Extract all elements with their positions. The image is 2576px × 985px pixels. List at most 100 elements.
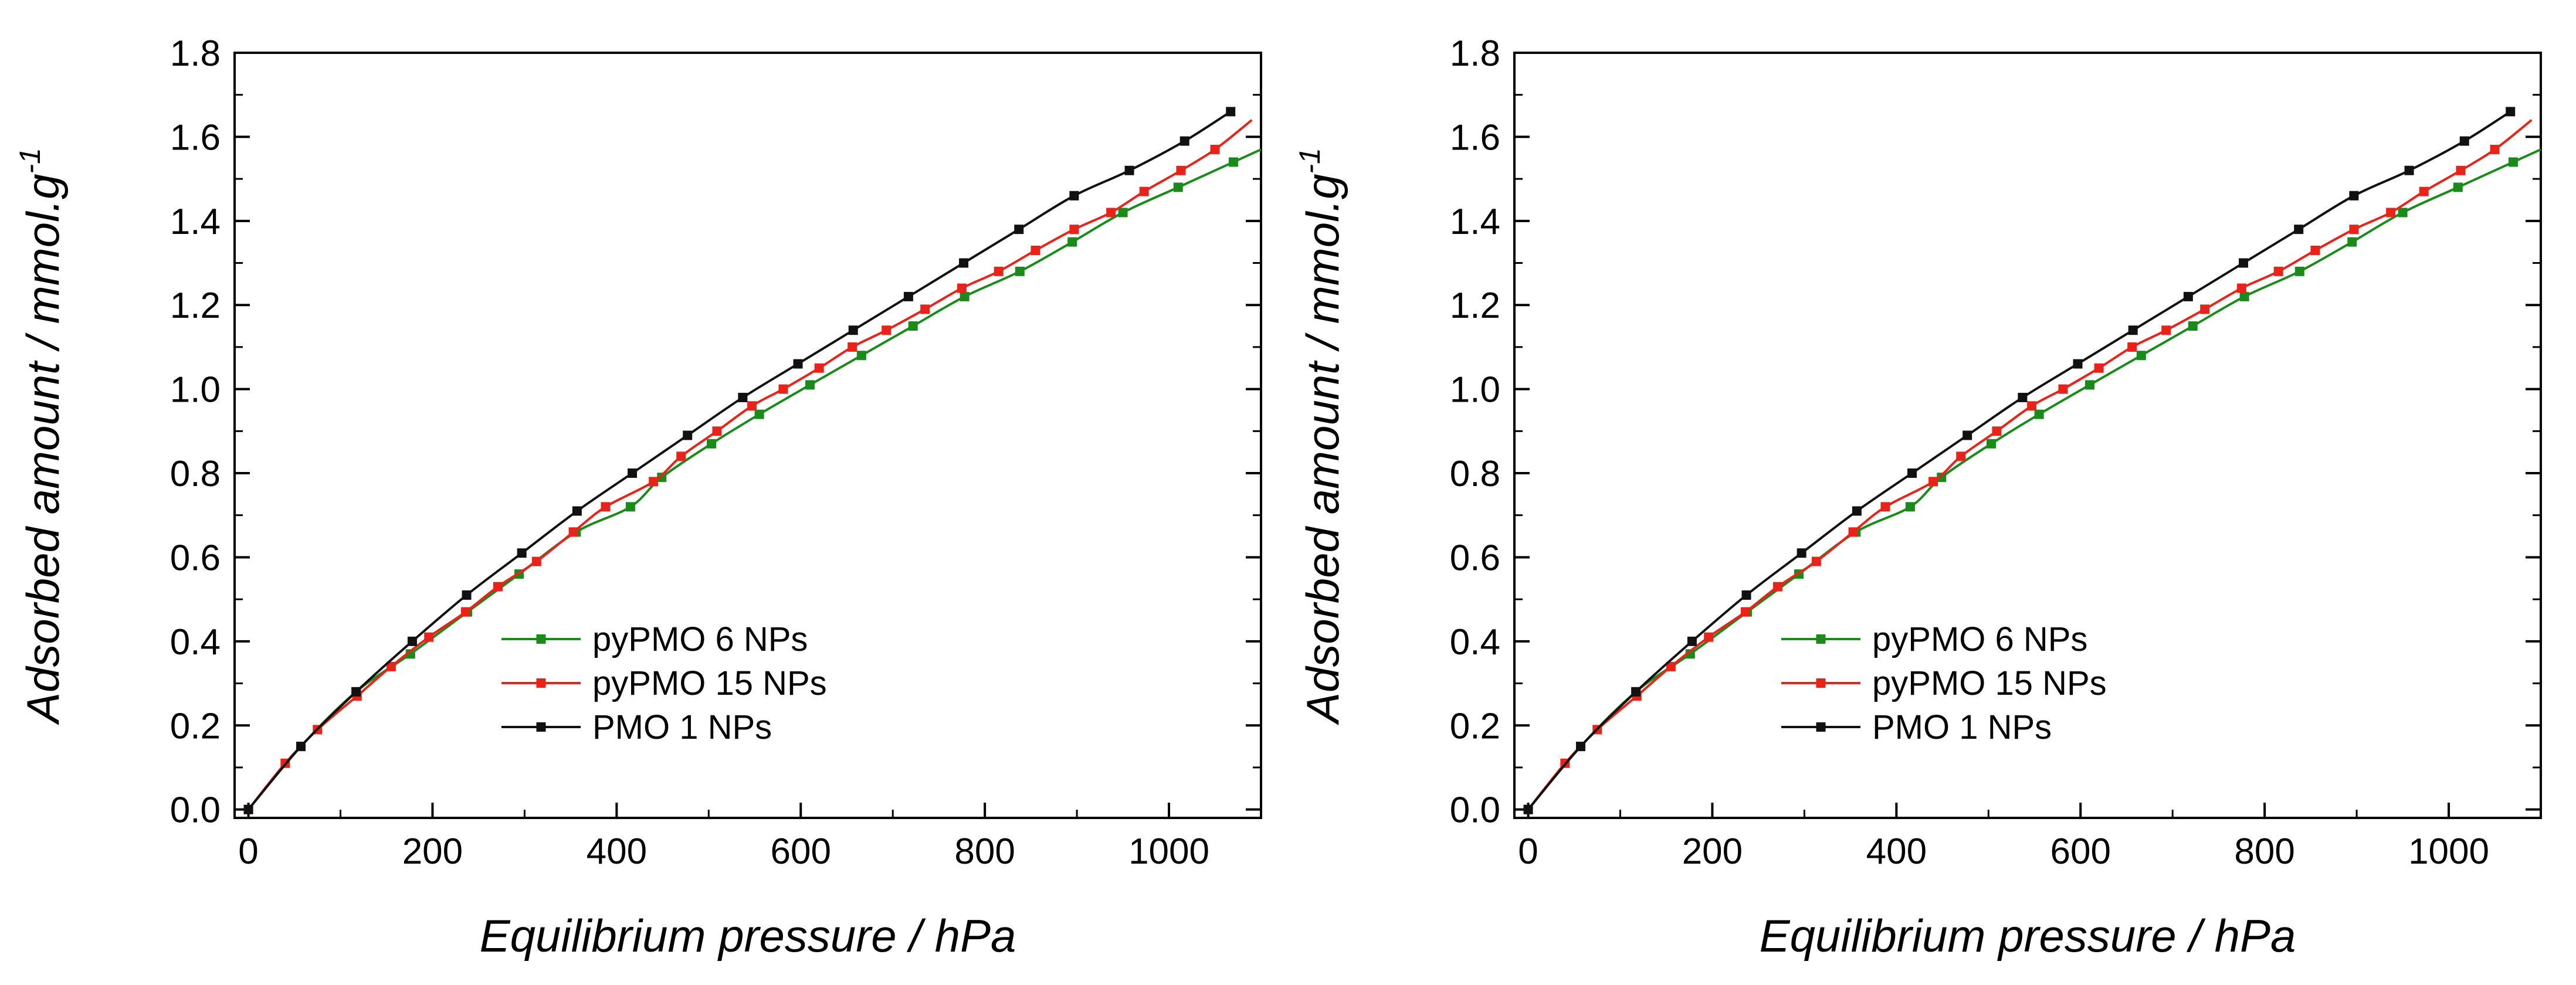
data-point — [1741, 590, 1751, 600]
y-axis-label-text: Adsorbed amount / mmol.g — [17, 174, 69, 725]
legend-entry: pyPMO 6 NPs — [501, 620, 808, 658]
data-point — [1848, 527, 1858, 537]
y-tick-label: 1.6 — [170, 117, 221, 158]
data-point — [2349, 191, 2359, 201]
data-point — [2027, 401, 2037, 411]
data-point — [754, 409, 764, 419]
y-tick-label: 0.6 — [170, 538, 221, 578]
data-point — [1124, 165, 1134, 175]
data-point — [351, 687, 361, 697]
data-point — [903, 291, 913, 301]
y-tick-label: 0.4 — [170, 622, 221, 663]
series-pmo-1-nps — [1523, 107, 2516, 814]
data-point — [738, 392, 748, 402]
data-point — [1992, 426, 2002, 436]
x-tick-label: 0 — [238, 831, 258, 872]
y-tick-label: 1.8 — [1450, 33, 1500, 74]
data-point — [957, 283, 967, 293]
y-tick-label: 1.2 — [1450, 286, 1500, 326]
data-point — [1797, 548, 1806, 558]
y-tick-label: 0.2 — [1450, 706, 1500, 746]
data-point — [994, 266, 1004, 276]
data-point — [960, 291, 970, 301]
data-point — [2239, 291, 2249, 301]
series-line — [247, 108, 1235, 810]
plot-frame — [1513, 52, 2542, 819]
series-line — [247, 119, 1253, 810]
data-point — [683, 430, 693, 440]
data-point — [531, 556, 541, 566]
data-point — [2456, 165, 2466, 175]
series-line — [1527, 119, 2533, 810]
data-point — [2136, 351, 2146, 361]
data-point — [2073, 359, 2083, 369]
x-tick-label: 200 — [1682, 831, 1743, 872]
data-point — [1210, 144, 1220, 154]
data-point — [2183, 291, 2193, 301]
x-tick-label: 0 — [1518, 831, 1538, 872]
data-point — [2236, 283, 2246, 293]
data-point — [2419, 186, 2429, 196]
data-point — [2161, 325, 2171, 335]
y-tick-label: 0.6 — [1450, 538, 1500, 578]
legend-marker — [536, 634, 546, 644]
data-point — [2294, 225, 2304, 235]
data-point — [707, 439, 717, 449]
data-point — [2459, 136, 2469, 146]
data-point — [1687, 636, 1697, 646]
data-point — [1907, 468, 1917, 478]
data-point — [1523, 804, 1533, 814]
legend-label: pyPMO 15 NPs — [592, 664, 827, 702]
x-tick-label: 800 — [2234, 831, 2294, 872]
data-point — [2347, 237, 2357, 247]
data-point — [676, 451, 686, 461]
data-point — [848, 342, 857, 352]
data-point — [2310, 246, 2320, 256]
data-point — [243, 804, 253, 814]
series-pmo-1-nps — [243, 107, 1236, 814]
y-tick-label: 0.0 — [170, 790, 221, 831]
legend-entry: PMO 1 NPs — [501, 708, 772, 746]
data-point — [296, 742, 306, 752]
x-tick-label: 1000 — [2408, 831, 2489, 872]
y-tick-label: 1.6 — [1450, 117, 1500, 158]
data-point — [1173, 182, 1183, 192]
data-point — [1069, 191, 1079, 201]
data-point — [2034, 409, 2044, 419]
data-point — [462, 590, 472, 600]
data-point — [1666, 661, 1676, 671]
data-point — [1852, 506, 1862, 516]
legend-marker — [536, 722, 546, 732]
y-tick-label: 1.4 — [170, 202, 221, 242]
data-point — [793, 359, 803, 369]
data-point — [1987, 439, 1997, 449]
legend-entry: pyPMO 15 NPs — [501, 664, 827, 702]
data-point — [712, 426, 722, 436]
data-point — [1905, 502, 1915, 512]
series-pypmo-15-nps — [243, 119, 1253, 814]
data-point — [856, 351, 866, 361]
data-point — [2386, 208, 2396, 218]
data-point — [1067, 237, 1077, 247]
y-tick-label: 1.0 — [170, 370, 221, 410]
data-point — [1106, 208, 1116, 218]
series-line — [1527, 108, 2515, 810]
data-point — [1014, 225, 1024, 235]
data-point — [2508, 157, 2518, 167]
panel-right: 0 200 400 600 800 1000 0.0 0.2 0.4 0.6 0.8 1.0 1.2 1.… — [1293, 33, 2542, 962]
y-tick-label: 0.2 — [170, 706, 221, 746]
y-axis-label: Adsorbed amount / mmol.g-1 — [1293, 148, 1348, 725]
legend-entry: PMO 1 NPs — [1781, 708, 2052, 746]
data-point — [625, 502, 635, 512]
data-point — [2273, 266, 2283, 276]
data-point — [882, 325, 892, 335]
data-point — [386, 661, 396, 671]
data-point — [2294, 266, 2304, 276]
legend-marker — [536, 678, 546, 688]
y-tick-label: 1.8 — [170, 33, 221, 74]
data-point — [848, 325, 858, 335]
x-tick-label: 600 — [2050, 831, 2111, 872]
x-tick-label: 800 — [954, 831, 1015, 872]
x-tick-label: 400 — [1866, 831, 1927, 872]
x-tick-label: 600 — [771, 831, 831, 872]
